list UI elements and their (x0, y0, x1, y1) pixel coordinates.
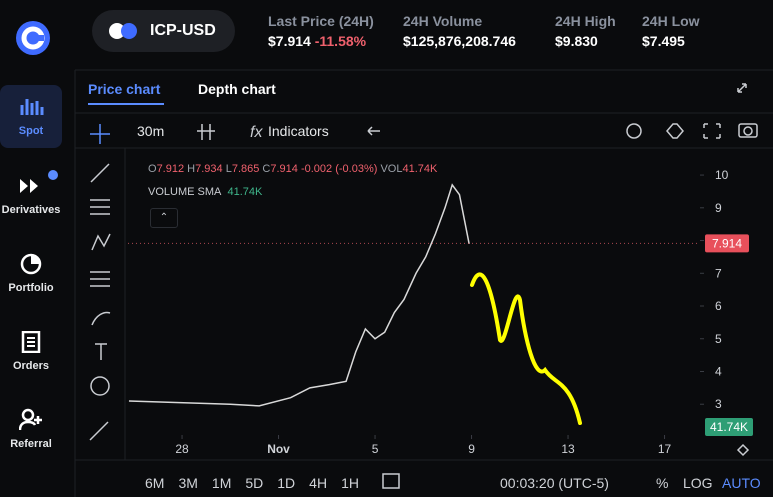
ohlc-value: 7.934 (195, 163, 223, 175)
volume-tag-bg (705, 418, 753, 436)
ohlc-change: -0.002 (-0.03%) (300, 163, 378, 175)
vol-value: 41.74K (402, 163, 438, 175)
stat-label: Last Price (24H) (268, 13, 374, 29)
range-button[interactable]: 5D (245, 475, 264, 491)
logo[interactable] (15, 20, 51, 56)
x-tick-label: 9 (468, 442, 475, 456)
badge (48, 170, 58, 180)
icon (19, 408, 42, 431)
ohlc-key: C (262, 163, 271, 175)
stat: 24H Volume $125,876,208.746 (403, 13, 516, 49)
stat: 24H Low $7.495 (642, 13, 700, 49)
spot-active-bg (0, 85, 62, 148)
interval[interactable]: 30m (137, 123, 165, 139)
icons (20, 99, 44, 115)
tab[interactable]: Depth chart (198, 81, 276, 97)
sma-legend: VOLUME SMA 41.74K (148, 186, 262, 198)
ohlc-legend: O7.912 H7.934 L7.865 C7.914 -0.002 (-0.0… (148, 163, 437, 175)
x-tick-label: Nov (267, 442, 290, 456)
icon (21, 331, 41, 353)
last-price-tag-bg (705, 234, 749, 253)
nav-item[interactable]: Portfolio (8, 282, 54, 294)
range-bar: 6M 3M 1M 5D 1D 4H 1H (145, 475, 373, 493)
sma-key: VOLUME SMA (148, 186, 222, 198)
x-tick-label: 17 (658, 442, 672, 456)
pair-icon (109, 23, 137, 39)
icon (20, 253, 42, 275)
ohlc-key: L (225, 163, 232, 175)
annotation-scribble (470, 272, 582, 425)
stat: Last Price (24H) $7.914 -11.58% (268, 13, 374, 49)
price-change: -11.58% (314, 33, 367, 49)
icon (20, 179, 38, 193)
ohlc-value: 7.865 (231, 163, 260, 175)
ohlc-value: 7.912 (156, 163, 185, 175)
stat-value: $9.830 (555, 33, 598, 49)
auto-toggle[interactable]: AUTO (722, 475, 761, 491)
ohlc-key: O (148, 163, 157, 175)
y-tick-label: 7 (715, 266, 722, 280)
vol-key: VOL (380, 163, 403, 175)
stat: 24H High $9.830 (555, 13, 616, 49)
sidebar: Spot Derivatives Portfolio Orders Referr… (0, 0, 62, 497)
percent-toggle[interactable]: % (656, 475, 669, 491)
stat-label: 24H Low (642, 13, 700, 29)
ohlc-value: 7.914 (270, 163, 298, 175)
stat-label: 24H High (555, 13, 616, 29)
y-tick-label: 10 (715, 168, 729, 182)
range-button[interactable]: 1M (211, 475, 232, 491)
ohlc-key: H (187, 163, 196, 175)
y-tick-label: 5 (715, 332, 722, 346)
volume-tag: 41.74K (710, 420, 748, 434)
range-button[interactable]: 4H (309, 475, 328, 491)
x-tick-label: 28 (175, 442, 189, 456)
log-toggle[interactable]: LOG (683, 475, 713, 491)
clock: 00:03:20 (UTC-5) (500, 475, 609, 491)
x-tick-label: 5 (372, 442, 379, 456)
stat-value: $7.495 (642, 33, 685, 49)
pair-selector[interactable]: ICP-USD (92, 10, 235, 52)
y-tick-label: 9 (715, 201, 722, 215)
svg-text:fx: fx (250, 124, 263, 141)
pair-name: ICP-USD (150, 22, 216, 39)
sma-value: 41.74K (227, 186, 263, 198)
range-button[interactable]: 1H (341, 475, 359, 491)
range-button[interactable]: 1D (277, 475, 296, 491)
stat-label: 24H Volume (403, 13, 483, 29)
nav-item[interactable]: Derivatives (1, 204, 61, 216)
indicators[interactable]: Indicators (268, 123, 329, 139)
price-line (128, 183, 470, 407)
y-tick-label: 3 (715, 397, 722, 411)
nav-item[interactable]: Spot (18, 125, 44, 137)
y-tick-label: 4 (715, 364, 722, 378)
collapse-button[interactable]: ⌃ (150, 208, 178, 228)
last-price-tag: 7.914 (712, 236, 742, 250)
nav-item[interactable]: Referral (10, 438, 52, 450)
stat-value: $125,876,208.746 (403, 33, 516, 49)
range-button[interactable]: 6M (145, 475, 165, 491)
nav-item[interactable]: Orders (12, 360, 50, 372)
y-tick-label: 6 (715, 299, 722, 313)
last-price: $7.914 (268, 33, 311, 49)
stat-value: $7.914 -11.58% (268, 33, 374, 49)
tab[interactable]: Price chart (88, 81, 161, 97)
range-button[interactable]: 3M (178, 475, 198, 491)
x-tick-label: 13 (561, 442, 575, 456)
